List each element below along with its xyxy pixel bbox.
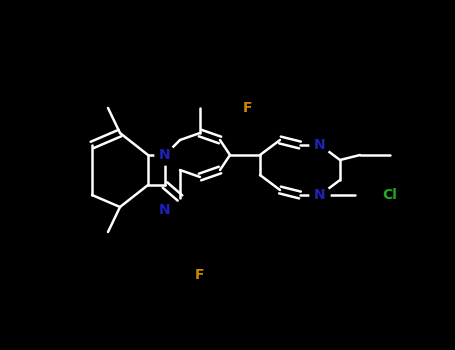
Circle shape [155, 145, 175, 165]
Text: F: F [242, 101, 252, 115]
Circle shape [310, 185, 330, 205]
Circle shape [310, 135, 330, 155]
Text: F: F [195, 268, 205, 282]
Circle shape [237, 98, 257, 118]
Circle shape [190, 265, 210, 285]
Text: N: N [159, 148, 171, 162]
Text: N: N [159, 203, 171, 217]
Text: N: N [314, 138, 326, 152]
Circle shape [380, 185, 400, 205]
Circle shape [155, 200, 175, 220]
Text: Cl: Cl [383, 188, 397, 202]
Text: N: N [314, 188, 326, 202]
